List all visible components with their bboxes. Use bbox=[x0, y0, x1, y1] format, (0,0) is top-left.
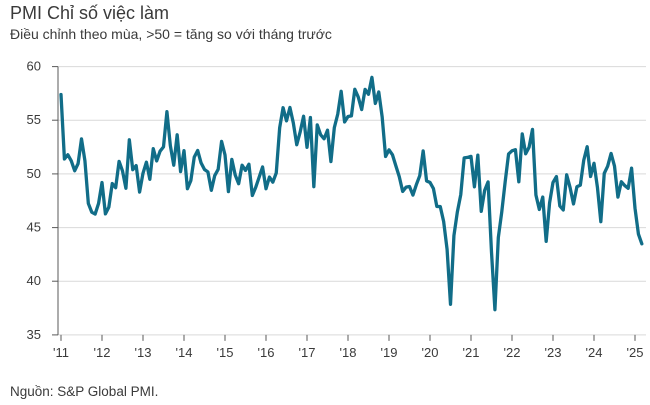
svg-text:'18: '18 bbox=[340, 345, 357, 360]
svg-text:55: 55 bbox=[27, 112, 41, 127]
svg-text:50: 50 bbox=[27, 166, 41, 181]
svg-text:'16: '16 bbox=[258, 345, 275, 360]
svg-text:'21: '21 bbox=[463, 345, 480, 360]
svg-text:45: 45 bbox=[27, 220, 41, 235]
svg-text:'22: '22 bbox=[504, 345, 521, 360]
svg-text:'20: '20 bbox=[422, 345, 439, 360]
svg-text:'23: '23 bbox=[545, 345, 562, 360]
svg-text:35: 35 bbox=[27, 327, 41, 342]
svg-text:'25: '25 bbox=[627, 345, 644, 360]
svg-text:'15: '15 bbox=[217, 345, 234, 360]
svg-text:'17: '17 bbox=[299, 345, 316, 360]
svg-text:'14: '14 bbox=[176, 345, 193, 360]
svg-text:'19: '19 bbox=[381, 345, 398, 360]
svg-text:60: 60 bbox=[27, 59, 41, 74]
svg-text:'11: '11 bbox=[53, 345, 69, 360]
svg-text:40: 40 bbox=[27, 273, 41, 288]
svg-text:'24: '24 bbox=[586, 345, 603, 360]
svg-text:'13: '13 bbox=[135, 345, 152, 360]
svg-text:'12: '12 bbox=[94, 345, 111, 360]
